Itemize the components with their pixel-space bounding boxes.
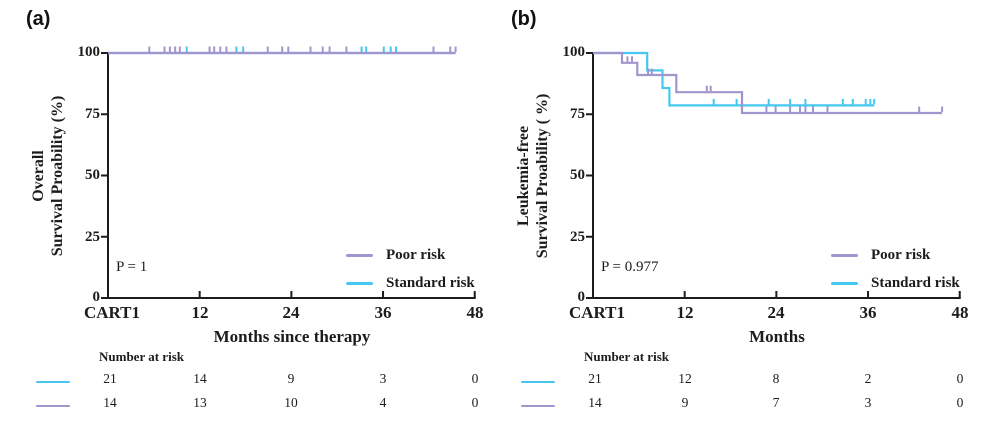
legend-swatch-poor-risk (346, 253, 373, 257)
y-axis-title-line1: Overall (30, 150, 47, 202)
risk-count: 21 (588, 371, 602, 386)
risk-count: 0 (956, 395, 964, 410)
risk-count: 3 (379, 371, 387, 386)
legend-swatch-standard-risk (831, 281, 858, 285)
panel-a-letter: (a) (26, 8, 51, 30)
panel-a-x-axis-title: Months since therapy (213, 327, 371, 346)
x-tick-label-12: 12 (676, 303, 694, 322)
risk-count: 13 (193, 395, 207, 410)
y-tick-label-100: 100 (562, 44, 586, 60)
legend-item-poor-risk: Poor risk (346, 246, 445, 264)
panel-b-p-value: P = 0.977 (601, 259, 659, 275)
risk-row-marker-poor (36, 405, 70, 407)
x-tick-label-24: 24 (767, 303, 785, 322)
legend-label-standard-risk: Standard risk (386, 275, 475, 291)
x-tick-label-36: 36 (374, 303, 392, 322)
x-tick-label-48: 48 (951, 303, 969, 322)
y-tick-label-0: 0 (577, 289, 586, 305)
y-tick-label-25: 25 (570, 229, 585, 245)
panel-a-number-at-risk-title: Number at risk (99, 349, 184, 364)
risk-count: 7 (772, 395, 780, 410)
risk-count: 3 (864, 395, 872, 410)
legend-label-standard-risk: Standard risk (871, 275, 960, 291)
km-curve-poor (593, 51, 943, 115)
risk-row-marker-standard (36, 381, 70, 383)
legend-item-poor-risk: Poor risk (831, 246, 930, 264)
legend-swatch-standard-risk (346, 281, 373, 285)
x-tick-label-24: 24 (282, 303, 300, 322)
risk-count: 10 (284, 395, 298, 410)
y-axis-title-line1: Leukemia-free (515, 125, 532, 227)
risk-count: 0 (956, 371, 964, 386)
y-tick-label-75: 75 (85, 106, 100, 122)
risk-count: 2 (864, 371, 872, 386)
panel-b-x-axis-title: Months (749, 327, 805, 346)
risk-count: 9 (681, 395, 689, 410)
panel-a-plot-canvas (101, 46, 476, 299)
panel-b: (b) Leukemia-free Survival Proability ( … (485, 0, 1000, 427)
legend-item-standard-risk: Standard risk (831, 274, 960, 292)
risk-row-marker-poor (521, 405, 555, 407)
x-tick-label-48: 48 (466, 303, 484, 322)
risk-count: 8 (772, 371, 780, 386)
risk-count: 4 (379, 395, 387, 410)
risk-count: 14 (103, 395, 117, 410)
risk-count: 14 (588, 395, 602, 410)
y-tick-label-25: 25 (85, 229, 100, 245)
panel-a-p-value: P = 1 (116, 259, 148, 275)
x-tick-label-36: 36 (859, 303, 877, 322)
panel-a: (a) Overall Survival Proability (%) 100 … (26, 8, 484, 410)
y-tick-label-100: 100 (77, 44, 101, 60)
legend-label-poor-risk: Poor risk (386, 247, 446, 263)
y-tick-label-0: 0 (92, 289, 101, 305)
risk-count: 0 (471, 395, 479, 410)
panel-b-number-at-risk-title: Number at risk (584, 349, 669, 364)
risk-count: 0 (471, 371, 479, 386)
x-tick-label-12: 12 (191, 303, 209, 322)
legend-swatch-poor-risk (831, 253, 858, 257)
y-tick-label-50: 50 (85, 167, 100, 183)
legend-item-standard-risk: Standard risk (346, 274, 475, 292)
risk-row-marker-standard (521, 381, 555, 383)
panel-b-plot-canvas (586, 51, 961, 299)
y-tick-label-50: 50 (570, 167, 585, 183)
x-tick-label-cart1: CART1 (568, 303, 626, 322)
risk-count: 12 (678, 371, 692, 386)
risk-count: 14 (193, 371, 207, 386)
x-tick-label-cart1: CART1 (83, 303, 141, 322)
panel-b-letter: (b) (511, 8, 537, 30)
km-curve-standard (593, 51, 875, 107)
y-tick-label-75: 75 (570, 106, 585, 122)
legend-label-poor-risk: Poor risk (871, 247, 931, 263)
risk-count: 9 (287, 371, 295, 386)
risk-count: 21 (103, 371, 117, 386)
